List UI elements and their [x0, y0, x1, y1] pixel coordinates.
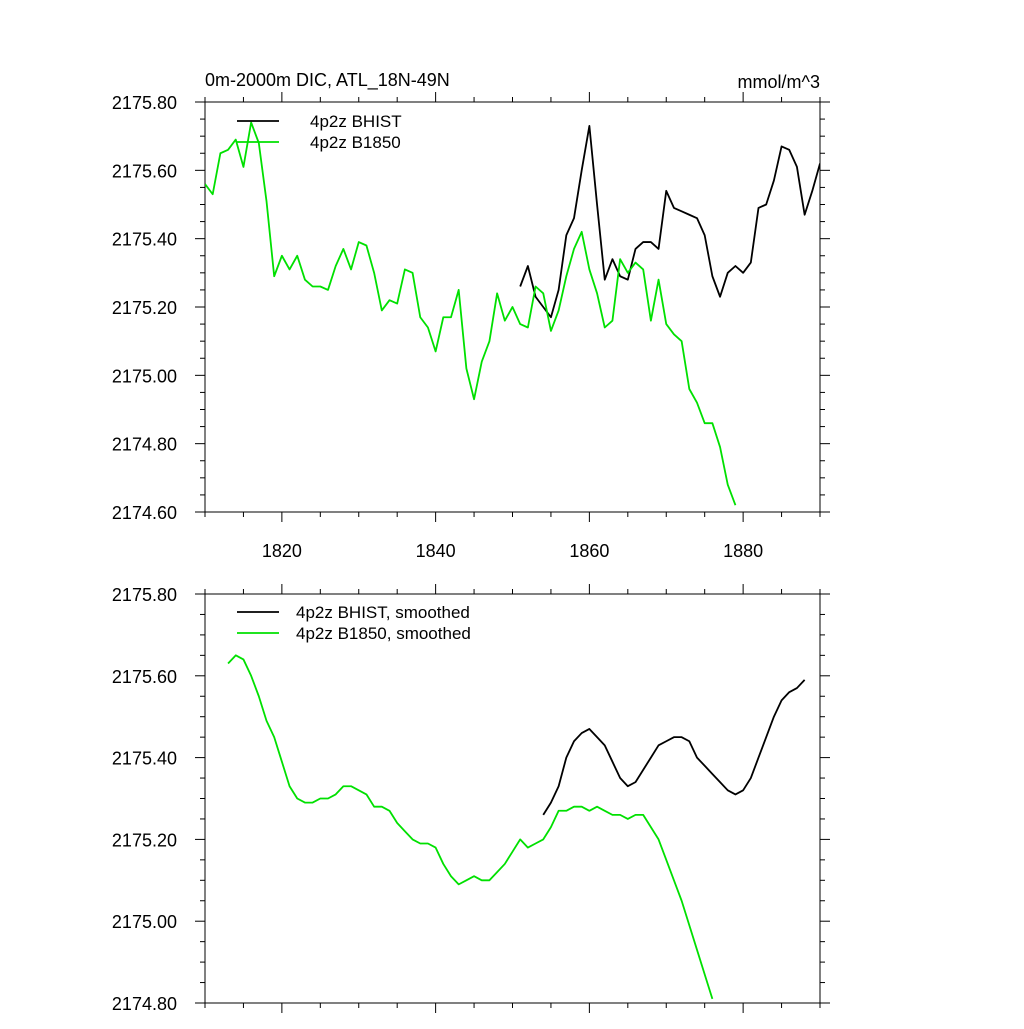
top-panel: 2174.60 2174.80 2175.00 2175.20 2175.40 2175.…: [112, 70, 830, 561]
series-line-bhist: [542, 679, 806, 816]
legend-label: 4p2z BHIST, smoothed: [296, 603, 470, 622]
x-tick-label: 1820: [262, 541, 302, 561]
series-line-bhist: [519, 125, 820, 319]
y-tick-label: 2175.00: [112, 366, 177, 386]
y-tick-label: 2175.00: [112, 912, 177, 932]
x-tick-label: 1880: [723, 541, 763, 561]
y-tick-label: 2174.60: [112, 503, 177, 523]
y-tick-label: 2175.80: [112, 93, 177, 113]
y-tick-label: 2175.40: [112, 749, 177, 769]
y-tick-label: 2174.80: [112, 994, 177, 1014]
y-tick-label: 2175.80: [112, 585, 177, 605]
y-tick-label: 2175.60: [112, 667, 177, 687]
y-tick-label: 2175.40: [112, 230, 177, 250]
series-group: [205, 121, 820, 506]
y-tick-label: 2175.20: [112, 298, 177, 318]
y-tick-label: 2175.60: [112, 161, 177, 181]
chart-units: mmol/m^3: [738, 72, 820, 92]
legend-label: 4p2z BHIST: [310, 112, 402, 131]
legend-label: 4p2z B1850: [310, 133, 401, 152]
bottom-panel: 2174.80 2175.00 2175.20 2175.40 2175.60 2175.…: [112, 584, 830, 1014]
chart-title: 0m-2000m DIC, ATL_18N-49N: [205, 70, 450, 91]
y-tick-label: 2175.20: [112, 830, 177, 850]
y-tick-label: 2174.80: [112, 435, 177, 455]
x-tick-label: 1840: [416, 541, 456, 561]
series-line-b1850: [205, 121, 737, 506]
series-group: [227, 654, 806, 1000]
series-line-b1850: [227, 654, 714, 1000]
x-tick-label: 1860: [569, 541, 609, 561]
legend-label: 4p2z B1850, smoothed: [296, 624, 471, 643]
